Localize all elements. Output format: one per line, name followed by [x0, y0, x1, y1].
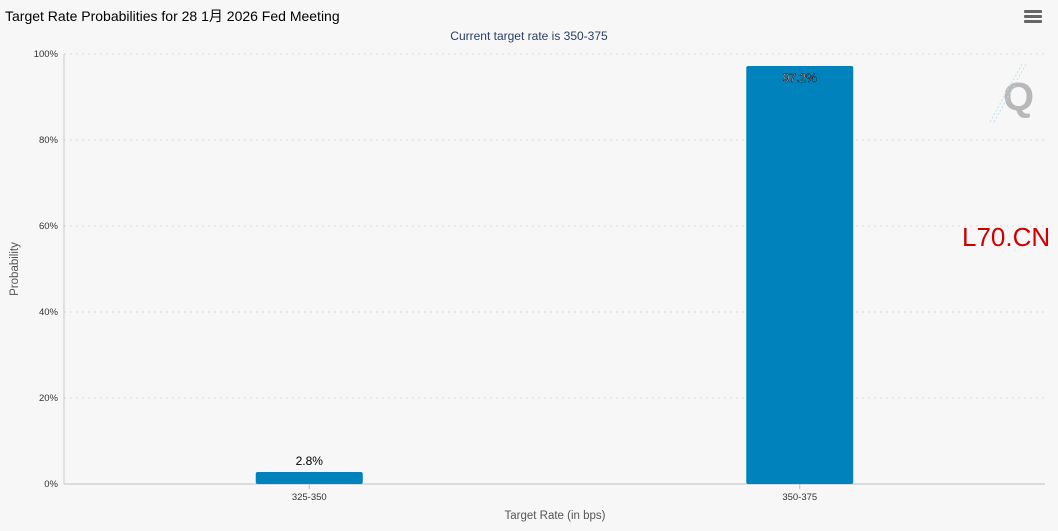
chart-title: Target Rate Probabilities for 28 1月 2026…: [5, 8, 340, 24]
y-tick-label: 60%: [39, 221, 59, 232]
chart-subtitle: Current target rate is 350-375: [450, 29, 608, 43]
y-tick-label: 0%: [44, 479, 58, 490]
x-tick-label: 350-375: [782, 492, 817, 503]
x-tick-label: 325-350: [292, 492, 327, 503]
data-label: 97.2%: [783, 71, 817, 85]
hamburger-menu-icon[interactable]: [1024, 10, 1042, 26]
y-tick-label: 100%: [34, 49, 59, 60]
y-tick-label: 40%: [39, 307, 59, 318]
y-tick-label: 20%: [39, 393, 59, 404]
bar-325-350[interactable]: [255, 471, 363, 484]
watermark-text: L70.CN: [962, 222, 1051, 252]
y-tick-label: 80%: [39, 135, 59, 146]
y-axis-title: Probability: [9, 242, 21, 296]
bar-350-375[interactable]: [746, 66, 854, 484]
q-logo-icon: Q: [989, 63, 1034, 123]
x-axis-title: Target Rate (in bps): [505, 510, 606, 522]
data-label: 2.8%: [296, 454, 324, 468]
